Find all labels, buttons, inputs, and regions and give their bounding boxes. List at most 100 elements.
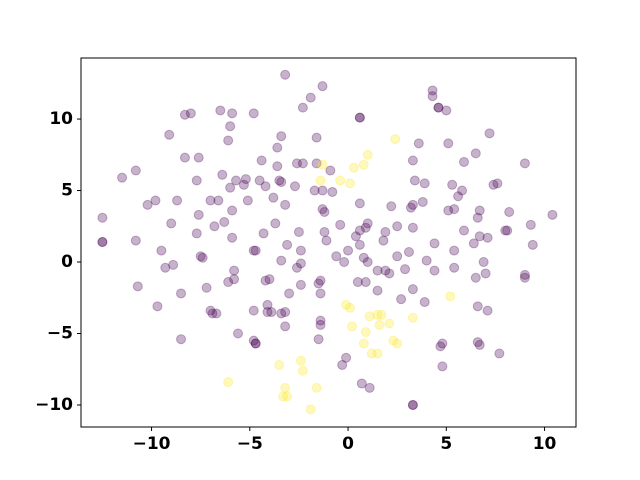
point: [362, 218, 373, 229]
point: [392, 221, 403, 232]
point: [468, 238, 479, 249]
point: [335, 219, 346, 230]
point: [421, 255, 432, 266]
point: [97, 212, 108, 223]
point: [250, 338, 261, 349]
point: [407, 222, 418, 233]
point: [403, 247, 414, 258]
point: [525, 219, 536, 230]
point: [352, 277, 363, 288]
plot-area: [80, 57, 577, 428]
point: [457, 185, 468, 196]
point: [374, 319, 385, 330]
point: [433, 102, 444, 113]
point: [317, 204, 328, 215]
point: [335, 175, 346, 186]
x-tick-label: −10: [133, 434, 171, 454]
point: [280, 321, 291, 332]
point: [405, 202, 416, 213]
point: [494, 348, 505, 359]
point: [419, 178, 430, 189]
point: [313, 278, 324, 289]
point: [295, 355, 306, 366]
point: [311, 132, 322, 143]
x-tick-label: 5: [440, 434, 452, 454]
point: [209, 221, 220, 232]
point: [372, 265, 383, 276]
point: [256, 155, 267, 166]
point: [276, 255, 287, 266]
point: [191, 228, 202, 239]
point: [311, 158, 322, 169]
point: [130, 165, 141, 176]
point: [278, 391, 289, 402]
x-tick-label: 0: [342, 434, 354, 454]
point: [282, 391, 293, 402]
point: [219, 216, 230, 227]
point: [348, 162, 359, 173]
point: [350, 231, 361, 242]
point: [362, 257, 373, 268]
point: [472, 337, 483, 348]
point: [392, 251, 403, 262]
point: [354, 239, 365, 250]
point: [407, 155, 418, 166]
x-tick-label: 10: [533, 434, 557, 454]
point: [319, 226, 330, 237]
point: [341, 352, 352, 363]
point: [201, 282, 212, 293]
point: [427, 85, 438, 96]
point: [315, 288, 326, 299]
point: [437, 361, 448, 372]
point: [360, 222, 371, 233]
point: [360, 277, 371, 288]
point: [480, 268, 491, 279]
point: [150, 195, 161, 206]
y-tick-label: −5: [47, 323, 73, 343]
point: [372, 309, 383, 320]
point: [364, 311, 375, 322]
point: [354, 225, 365, 236]
point: [272, 142, 283, 153]
point: [225, 121, 236, 132]
point: [384, 318, 395, 329]
point: [156, 245, 167, 256]
point: [152, 301, 163, 312]
point: [311, 382, 322, 393]
point: [315, 315, 326, 326]
point: [276, 308, 287, 319]
point: [215, 105, 226, 116]
point: [354, 112, 365, 123]
point: [482, 305, 493, 316]
point: [339, 257, 350, 268]
point: [130, 235, 141, 246]
point: [282, 239, 293, 250]
point: [388, 335, 399, 346]
point: [376, 309, 387, 320]
point: [390, 134, 401, 145]
point: [176, 334, 187, 345]
point: [274, 359, 285, 370]
point: [97, 236, 108, 247]
point: [291, 158, 302, 169]
point: [472, 301, 483, 312]
point: [417, 196, 428, 207]
point: [437, 338, 448, 349]
point: [317, 159, 328, 170]
point: [386, 201, 397, 212]
point: [453, 191, 464, 202]
point: [484, 128, 495, 139]
point: [132, 281, 143, 292]
point: [519, 272, 530, 283]
point: [317, 81, 328, 92]
point: [284, 288, 295, 299]
point: [327, 186, 338, 197]
point: [179, 109, 190, 120]
point: [297, 158, 308, 169]
point: [443, 138, 454, 149]
point: [527, 239, 538, 250]
point: [213, 195, 224, 206]
point: [413, 138, 424, 149]
point: [407, 284, 418, 295]
point: [392, 338, 403, 349]
